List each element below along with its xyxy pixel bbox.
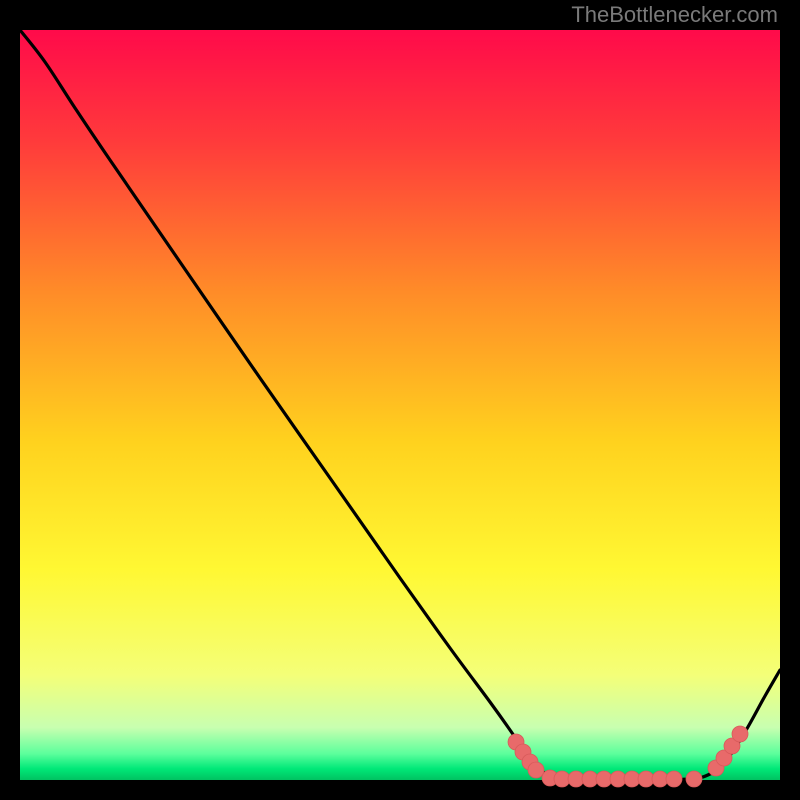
data-marker bbox=[554, 771, 570, 787]
plot-background bbox=[20, 30, 780, 780]
data-marker bbox=[528, 762, 544, 778]
data-marker bbox=[610, 771, 626, 787]
data-marker bbox=[666, 771, 682, 787]
data-marker bbox=[638, 771, 654, 787]
data-marker bbox=[652, 771, 668, 787]
data-marker bbox=[568, 771, 584, 787]
data-marker bbox=[624, 771, 640, 787]
data-marker bbox=[732, 726, 748, 742]
bottleneck-chart: TheBottlenecker.com bbox=[0, 0, 800, 800]
data-marker bbox=[582, 771, 598, 787]
data-marker bbox=[686, 771, 702, 787]
attribution-label: TheBottlenecker.com bbox=[571, 2, 778, 27]
data-marker bbox=[596, 771, 612, 787]
chart-container: TheBottlenecker.com bbox=[0, 0, 800, 800]
